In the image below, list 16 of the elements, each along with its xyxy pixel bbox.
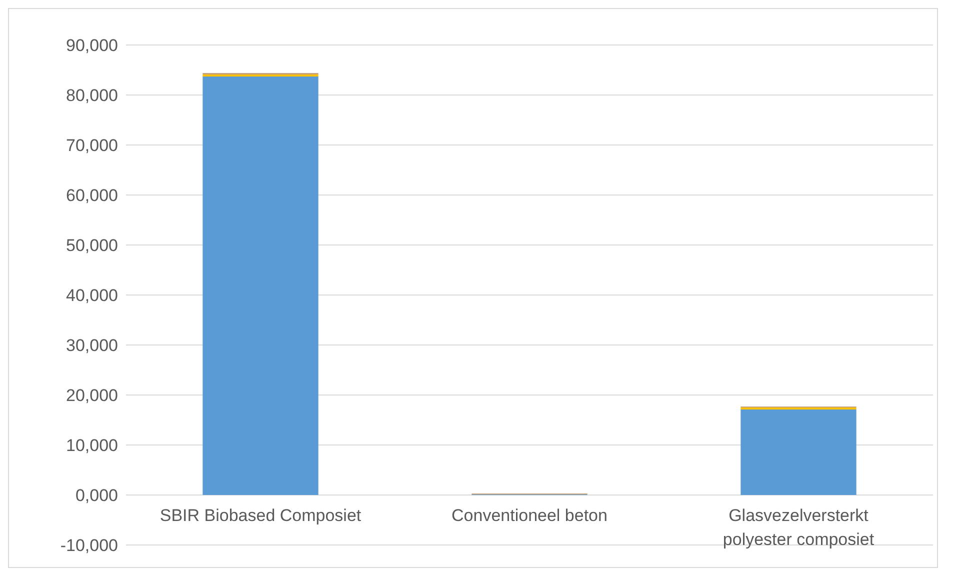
x-tick-label: SBIR Biobased Composiet [160,506,362,525]
bar [740,410,856,495]
y-tick-label: 30,000 [66,336,118,355]
x-tick-label: Glasvezelversterkt polyester composiet [722,506,874,549]
y-tick-label: 90,000 [66,36,118,55]
y-tick-label: 70,000 [66,136,118,155]
y-tick-label: 60,000 [66,186,118,205]
y-tick-label: 40,000 [66,286,118,305]
y-tick-label: 20,000 [66,386,118,405]
y-tick-label: 80,000 [66,86,118,105]
bar [202,76,318,495]
y-tick-label: 0,000 [75,486,118,505]
x-tick-label: Conventioneel beton [452,506,608,525]
y-tick-label: 10,000 [66,436,118,455]
y-tick-label: -10,000 [60,536,118,555]
y-tick-label: 50,000 [66,236,118,255]
